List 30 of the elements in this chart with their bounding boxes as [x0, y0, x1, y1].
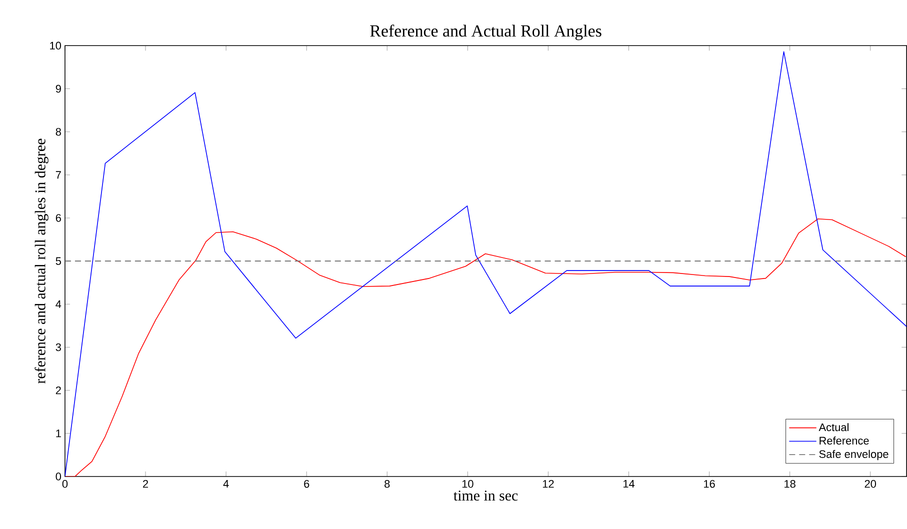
x-tick-label: 6 [304, 480, 310, 488]
legend-label: Reference [820, 436, 869, 445]
y-tick-label: 3 [56, 343, 61, 352]
y-tick-label: 9 [56, 85, 61, 93]
line-series [64, 51, 907, 477]
y-tick-label: 8 [56, 128, 61, 136]
x-axis-title: time in sec [454, 490, 518, 501]
y-tick-label: 2 [56, 386, 61, 394]
x-tick-label: 8 [384, 480, 390, 488]
x-tick-label: 18 [784, 480, 796, 488]
x-tick-label: 0 [62, 480, 68, 488]
y-axis-title: reference and actual roll angles in degree [34, 138, 48, 384]
x-tick-label: 2 [143, 480, 148, 488]
line-series [64, 218, 906, 477]
x-tick-label: 12 [542, 480, 554, 488]
y-tick-label: 6 [56, 214, 61, 222]
y-tick-label: 7 [56, 171, 61, 179]
y-tick-label: 1 [56, 430, 61, 438]
y-tick-label: 4 [56, 300, 62, 308]
x-tick-label: 16 [704, 480, 715, 488]
x-tick-label: 14 [623, 480, 635, 488]
x-tick-label: 10 [462, 480, 474, 488]
y-tick-label: 10 [50, 42, 62, 50]
y-tick-label: 0 [56, 472, 62, 480]
legend-label: Actual [818, 423, 848, 432]
chart-title: Reference and Actual Roll Angles [370, 24, 602, 40]
x-tick-label: 4 [223, 480, 229, 488]
y-tick-label: 5 [56, 257, 61, 266]
x-tick-label: 20 [864, 480, 876, 488]
legend-label: Safe envelope [819, 450, 888, 460]
